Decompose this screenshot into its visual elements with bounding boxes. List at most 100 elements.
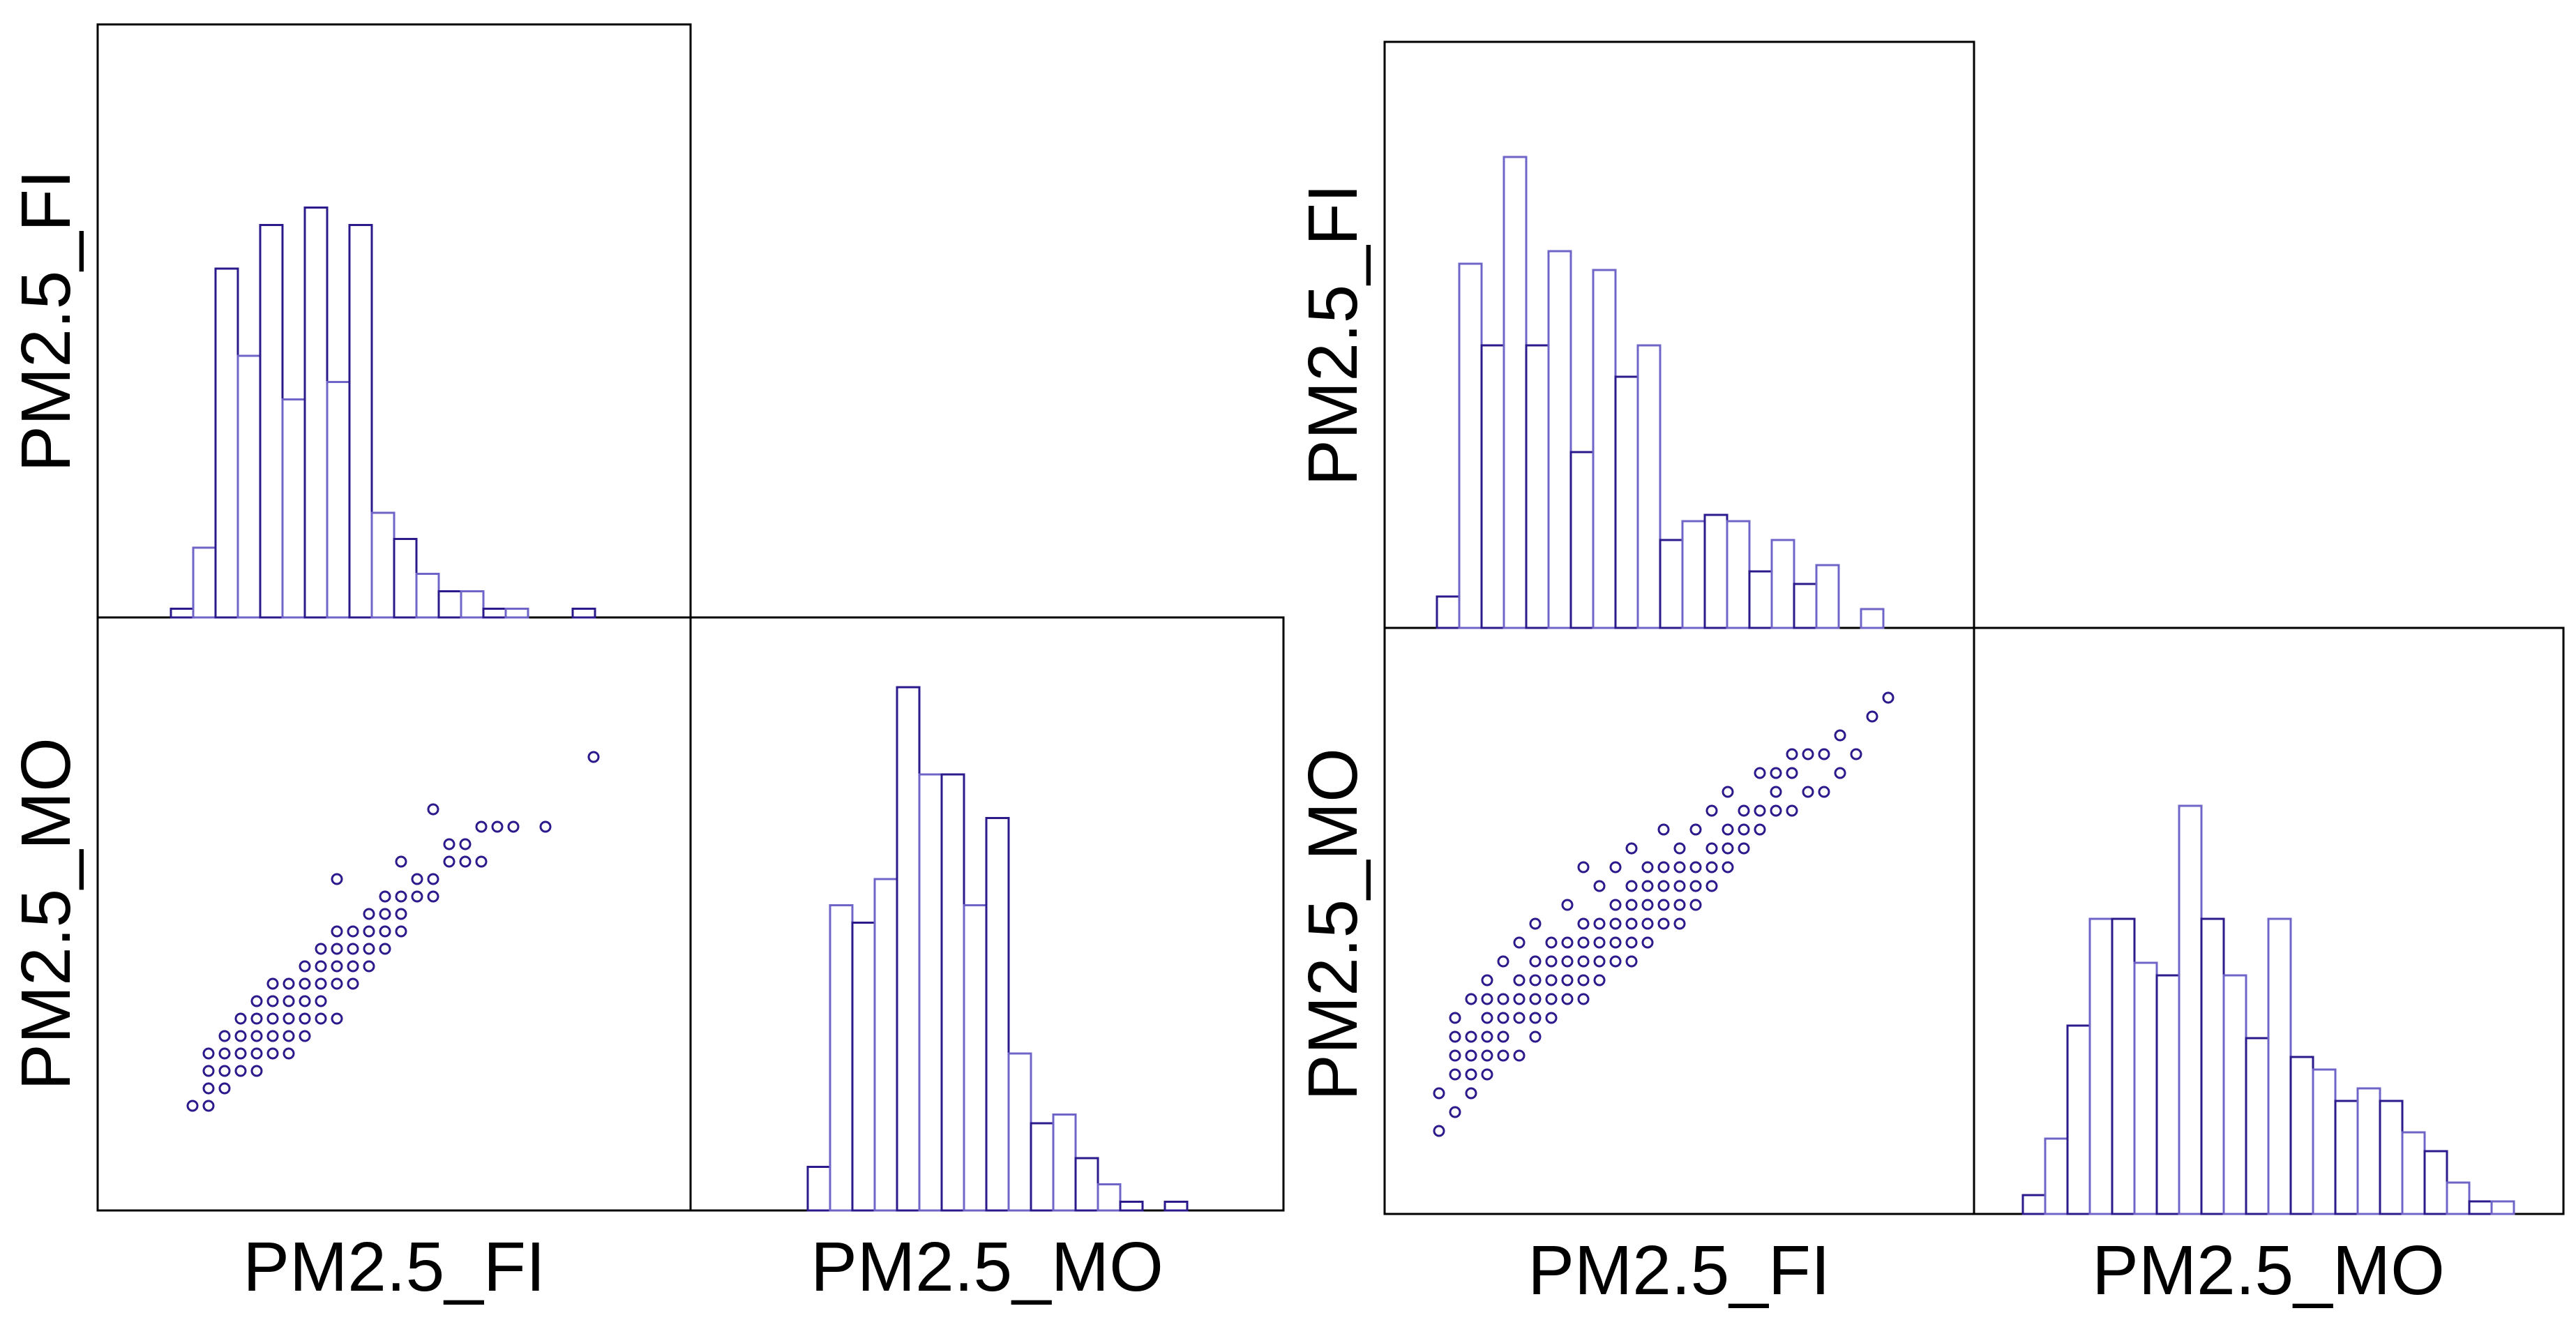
- right-scatter-point: [1545, 974, 1558, 987]
- left-scatter-point: [299, 995, 311, 1007]
- left-scatter-point: [363, 960, 375, 973]
- left-scatter-point: [299, 1012, 311, 1025]
- right-scatter-point: [1497, 955, 1509, 968]
- left-fi-histogram: [170, 207, 596, 619]
- right-scatter-point: [1561, 899, 1574, 911]
- left-mo-histogram: [806, 686, 1189, 1212]
- right-scatter-point: [1834, 729, 1846, 742]
- right-scatter-point: [1561, 955, 1574, 968]
- left-scatter-point: [250, 1012, 263, 1025]
- left-scatter-point: [234, 1012, 247, 1025]
- left-mo-hist-bar: [896, 686, 921, 1212]
- left-scatter-point: [266, 977, 279, 990]
- right-fi-hist-bar: [1502, 156, 1528, 629]
- left-fi-hist-bar: [460, 590, 485, 619]
- right-fi-hist-bar: [1659, 539, 1684, 629]
- left-scatter-point: [250, 995, 263, 1007]
- right-mo-hist-bar: [2066, 1024, 2091, 1215]
- right-scatter-point: [1593, 917, 1606, 930]
- left-scatter-point: [250, 1030, 263, 1042]
- right-scatter-point: [1641, 880, 1654, 892]
- left-scatter-point: [443, 855, 455, 868]
- right-scatter-point: [1625, 842, 1638, 855]
- right-scatter-point: [1689, 861, 1702, 873]
- right-scatter-point: [1465, 993, 1477, 1005]
- right-ylabel-top: PM2.5_FI: [1294, 183, 1372, 486]
- left-scatter-point: [363, 908, 375, 920]
- right-fi-hist-bar: [1793, 583, 1818, 629]
- left-mo-hist-bar: [1119, 1201, 1144, 1212]
- left-scatter-point: [395, 925, 407, 938]
- right-scatter-point: [1497, 1012, 1509, 1024]
- left-fi-hist-bar: [415, 573, 440, 619]
- right-scatter-point: [1818, 786, 1830, 798]
- right-scatter-point: [1738, 842, 1750, 855]
- left-scatter-point: [234, 1030, 247, 1042]
- right-scatter-point: [1529, 1012, 1542, 1024]
- left-scatter-point: [491, 820, 504, 833]
- left-scatter-point: [395, 855, 407, 868]
- left-scatter-point: [315, 977, 327, 990]
- left-scatter-point: [379, 943, 391, 955]
- right-xlabel-right: PM2.5_MO: [2092, 1231, 2445, 1310]
- right-ylabel-bottom: PM2.5_MO: [1294, 748, 1372, 1101]
- left-fi-hist-bar: [482, 608, 507, 619]
- right-scatter-point: [1513, 936, 1526, 949]
- left-scatter-point: [218, 1065, 231, 1077]
- left-ylabel-bottom: PM2.5_MO: [7, 737, 85, 1090]
- right-scatter-point: [1481, 1030, 1493, 1043]
- right-scatter-point: [1481, 1012, 1493, 1024]
- left-mo-hist-bar: [1097, 1183, 1122, 1212]
- right-fi-hist-bar: [1480, 344, 1505, 629]
- right-fi-hist-bar: [1592, 269, 1617, 629]
- matrix-right: PM2.5_FI PM2.5_MO PM2.5_FI PM2.5_MO: [1294, 40, 2565, 1310]
- right-fi-hist-bar: [1860, 608, 1885, 629]
- left-mo-hist-bar: [806, 1166, 831, 1212]
- right-scatter-point: [1593, 974, 1606, 987]
- left-fi-hist-bar: [281, 398, 306, 619]
- left-mo-hist-bar: [940, 773, 965, 1212]
- left-scatter-point: [395, 908, 407, 920]
- left-scatter-point: [331, 925, 343, 938]
- right-scatter-point: [1529, 1030, 1542, 1043]
- left-mo-hist-bar: [1007, 1052, 1032, 1212]
- left-scatter-point: [283, 1030, 295, 1042]
- right-mo-hist-bar: [2401, 1131, 2426, 1215]
- left-scatter-point: [283, 1047, 295, 1060]
- right-scatter-point: [1657, 880, 1670, 892]
- right-scatter-point: [1577, 936, 1590, 949]
- left-fi-hist-bar: [393, 538, 418, 619]
- right-scatter-point: [1481, 993, 1493, 1005]
- left-scatter-point: [283, 1012, 295, 1025]
- right-scatter-point: [1513, 993, 1526, 1005]
- right-scatter-point: [1705, 804, 1718, 817]
- left-mo-hist-bar: [1163, 1201, 1189, 1212]
- left-scatter-point: [218, 1047, 231, 1060]
- left-scatter-point: [250, 1047, 263, 1060]
- left-fi-hist-bar: [326, 381, 351, 619]
- right-xlabel-left: PM2.5_FI: [1528, 1231, 1830, 1310]
- left-scatter-point: [427, 803, 439, 816]
- right-fi-histogram: [1436, 156, 1885, 629]
- right-fi-hist-bar: [1525, 344, 1550, 629]
- left-scatter-point: [379, 908, 391, 920]
- right-scatter-point: [1609, 917, 1622, 930]
- left-scatter-plot: [186, 751, 600, 1112]
- right-scatter-point: [1738, 823, 1750, 836]
- left-fi-hist-bar: [170, 608, 195, 619]
- left-scatter-point: [331, 943, 343, 955]
- right-fi-hist-bar: [1703, 513, 1728, 629]
- right-mo-hist-bar: [2356, 1087, 2381, 1215]
- right-mo-hist-bar: [2044, 1137, 2069, 1215]
- right-scatter-point: [1722, 842, 1734, 855]
- left-scatter-point: [266, 1047, 279, 1060]
- right-scatter-point: [1705, 842, 1718, 855]
- right-mo-hist-bar: [2423, 1150, 2448, 1215]
- right-scatter-point: [1545, 936, 1558, 949]
- right-scatter-point: [1465, 1030, 1477, 1043]
- right-fi-hist-bar: [1681, 520, 1706, 629]
- right-scatter-point: [1449, 1106, 1461, 1118]
- left-fi-hist-bar: [236, 354, 262, 619]
- right-scatter-point: [1786, 767, 1798, 779]
- left-scatter-point: [234, 1065, 247, 1077]
